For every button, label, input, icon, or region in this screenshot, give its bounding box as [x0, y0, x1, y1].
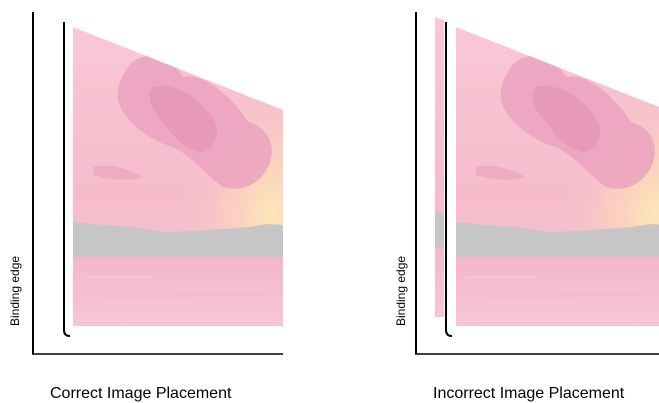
- binding-edge-bracket: [445, 22, 453, 337]
- correct-placement-diagram: [32, 12, 283, 355]
- binding-edge-label-right: Binding edge: [394, 255, 408, 326]
- binding-edge-label-left: Binding edge: [8, 255, 22, 326]
- caption-incorrect-placement: Incorrect Image Placement: [433, 385, 625, 402]
- caption-correct-placement: Correct Image Placement: [50, 385, 232, 402]
- page-image: [456, 27, 659, 326]
- binding-edge-bracket: [63, 22, 71, 337]
- incorrect-placement-diagram: [415, 12, 659, 355]
- page-image: [73, 27, 283, 326]
